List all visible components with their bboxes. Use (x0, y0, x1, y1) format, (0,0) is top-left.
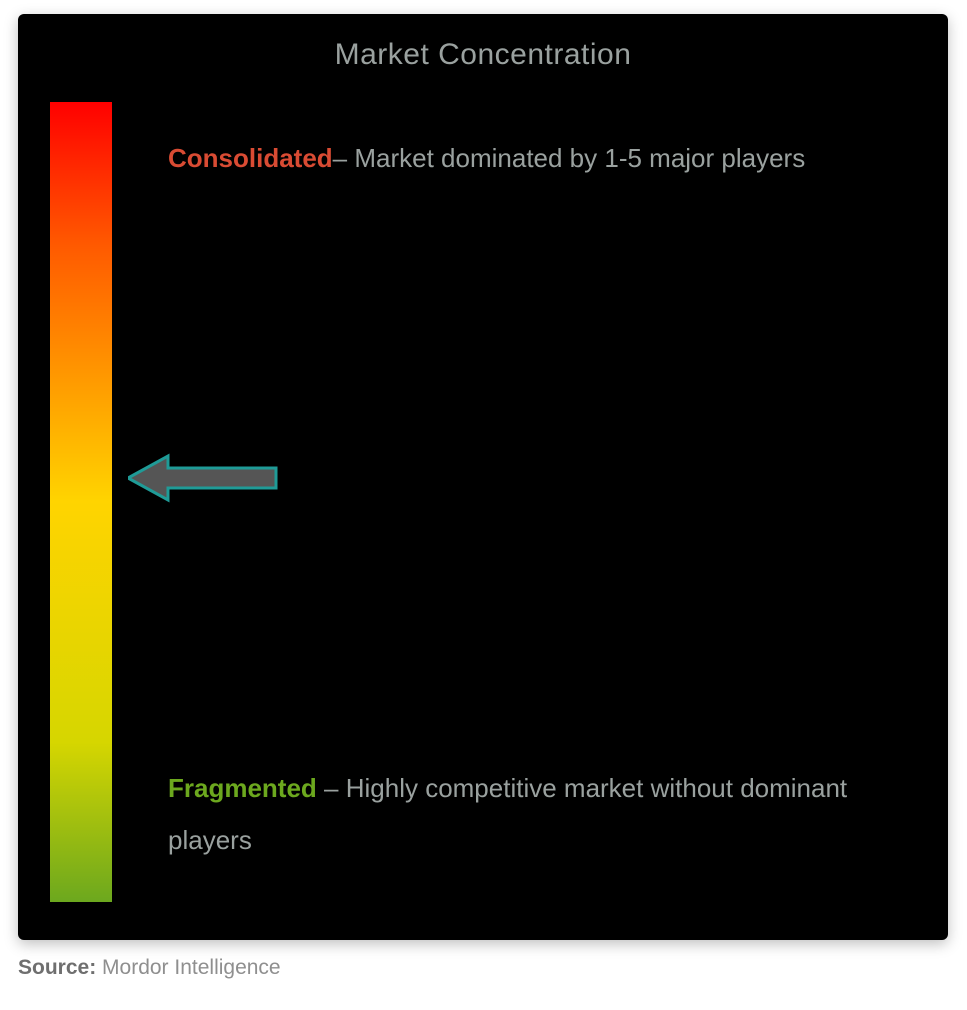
consolidated-rest: – Market dominated by 1-5 major players (333, 143, 806, 173)
concentration-card: Market Concentration Consolidated– Marke… (18, 14, 948, 940)
consolidated-lead: Consolidated (168, 143, 333, 173)
scale-svg (50, 102, 112, 902)
source-value: Mordor Intelligence (96, 956, 280, 979)
indicator-arrow (128, 453, 278, 503)
chart-title: Market Concentration (18, 38, 948, 72)
arrow-svg (128, 453, 278, 503)
fragmented-lead: Fragmented (168, 773, 324, 803)
consolidated-label: Consolidated– Market dominated by 1-5 ma… (168, 132, 912, 184)
fragmented-label: Fragmented – Highly competitive market w… (168, 762, 912, 866)
source-line: Source: Mordor Intelligence (18, 956, 281, 980)
source-label: Source: (18, 956, 96, 979)
concentration-scale-bar (50, 102, 112, 902)
